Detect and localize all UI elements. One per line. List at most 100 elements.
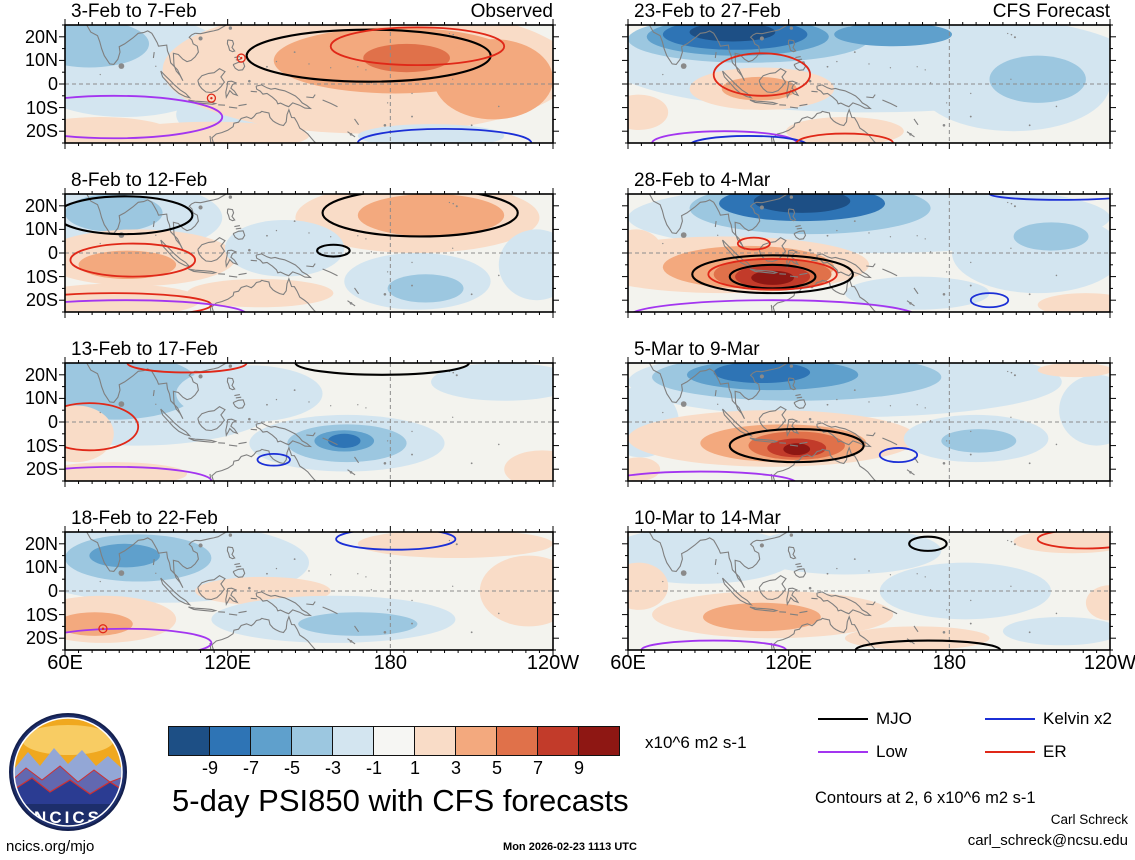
coastline: [225, 418, 239, 437]
coastline: [228, 106, 238, 109]
contour-mjo: [728, 428, 865, 464]
panel-corner-label: CFS Forecast: [992, 1, 1110, 22]
island: [330, 67, 332, 69]
anomaly-blob: [65, 405, 114, 463]
island: [497, 105, 500, 108]
coastline: [882, 268, 898, 277]
coastline: [250, 259, 257, 262]
island: [969, 453, 972, 456]
coastline: [152, 52, 155, 59]
island: [470, 462, 473, 465]
coastline: [354, 287, 360, 295]
coastline: [787, 377, 797, 391]
y-tick-label: 10S: [25, 604, 58, 625]
contours-note: Contours at 2, 6 x10^6 m2 s-1: [815, 789, 1036, 807]
contour-er: [736, 236, 771, 251]
island: [228, 26, 233, 30]
coastline: [721, 408, 753, 437]
contour-er: [126, 363, 248, 374]
panel-title: 13-Feb to 17-Feb: [71, 339, 218, 360]
coastline: [188, 437, 218, 443]
anomaly-blob: [783, 443, 811, 456]
island: [868, 63, 870, 65]
map-panel: [59, 188, 559, 318]
coastline: [714, 390, 717, 397]
island: [99, 73, 101, 76]
island: [759, 374, 764, 379]
island: [929, 251, 932, 253]
x-tick-label: 120E: [765, 652, 813, 674]
y-tick-label: 10N: [24, 557, 58, 578]
coastline: [235, 58, 242, 61]
coastline: [786, 587, 800, 606]
panel-title: 28-Feb to 4-Mar: [634, 170, 771, 191]
coastline: [714, 52, 717, 59]
island: [228, 364, 233, 368]
island: [1055, 612, 1058, 615]
colorbar-tick-label: 7: [532, 758, 543, 778]
coastline: [770, 446, 877, 481]
coastline: [795, 225, 801, 228]
axis-ticks: [622, 357, 1116, 487]
island: [357, 235, 359, 237]
y-tick-label: 20S: [25, 290, 58, 311]
axis-ticks: [622, 526, 1116, 656]
island: [275, 567, 278, 570]
coastline: [160, 70, 192, 99]
colorbar-box: [291, 726, 333, 756]
axis-ticks: [622, 188, 1116, 318]
coastline: [816, 422, 872, 448]
island: [929, 420, 932, 422]
colorbar: [168, 726, 620, 756]
island: [808, 248, 812, 252]
coastline: [238, 103, 247, 107]
coastline: [153, 32, 199, 81]
panel-corner-label: Observed: [470, 1, 553, 22]
island: [349, 470, 353, 474]
anomaly-blob: [1013, 222, 1089, 251]
island: [826, 234, 829, 237]
island: [349, 301, 353, 305]
anomaly-blob: [941, 429, 1017, 453]
coastline: [322, 268, 338, 277]
coastline: [786, 249, 800, 268]
coastline: [86, 532, 155, 572]
anomaly-blob: [1085, 585, 1110, 621]
coastlines: [86, 532, 500, 650]
contour-er: [329, 26, 506, 67]
coastline: [882, 606, 898, 615]
anomaly-blob: [431, 363, 553, 401]
coastline: [322, 606, 338, 615]
island: [789, 26, 794, 30]
coastline: [796, 396, 803, 399]
coastline: [250, 597, 257, 600]
island: [275, 398, 278, 401]
storm-marker: [236, 53, 246, 63]
island: [448, 201, 451, 204]
island: [349, 639, 353, 643]
island: [118, 570, 125, 576]
colorbar-box: [496, 726, 538, 756]
panel-plot-area: [628, 194, 1110, 312]
colorbar-box: [250, 726, 292, 756]
coastline: [786, 418, 800, 437]
anomaly-blob: [786, 117, 904, 143]
coastline: [306, 432, 316, 437]
island: [1028, 124, 1031, 127]
colorbar-box: [537, 726, 579, 756]
anomaly-blob: [844, 626, 990, 650]
island: [1013, 543, 1016, 546]
island: [942, 124, 946, 127]
coastline: [882, 437, 898, 446]
coastline: [758, 406, 787, 432]
island: [759, 205, 764, 210]
contour-er: [712, 52, 811, 97]
island: [470, 124, 473, 127]
axis-ticks: [622, 19, 1116, 149]
coastline: [250, 90, 257, 93]
y-tick-label: 20S: [25, 459, 58, 480]
island: [1007, 539, 1009, 542]
anomaly-blob: [298, 612, 418, 636]
coastline: [354, 118, 360, 126]
island: [452, 202, 455, 205]
